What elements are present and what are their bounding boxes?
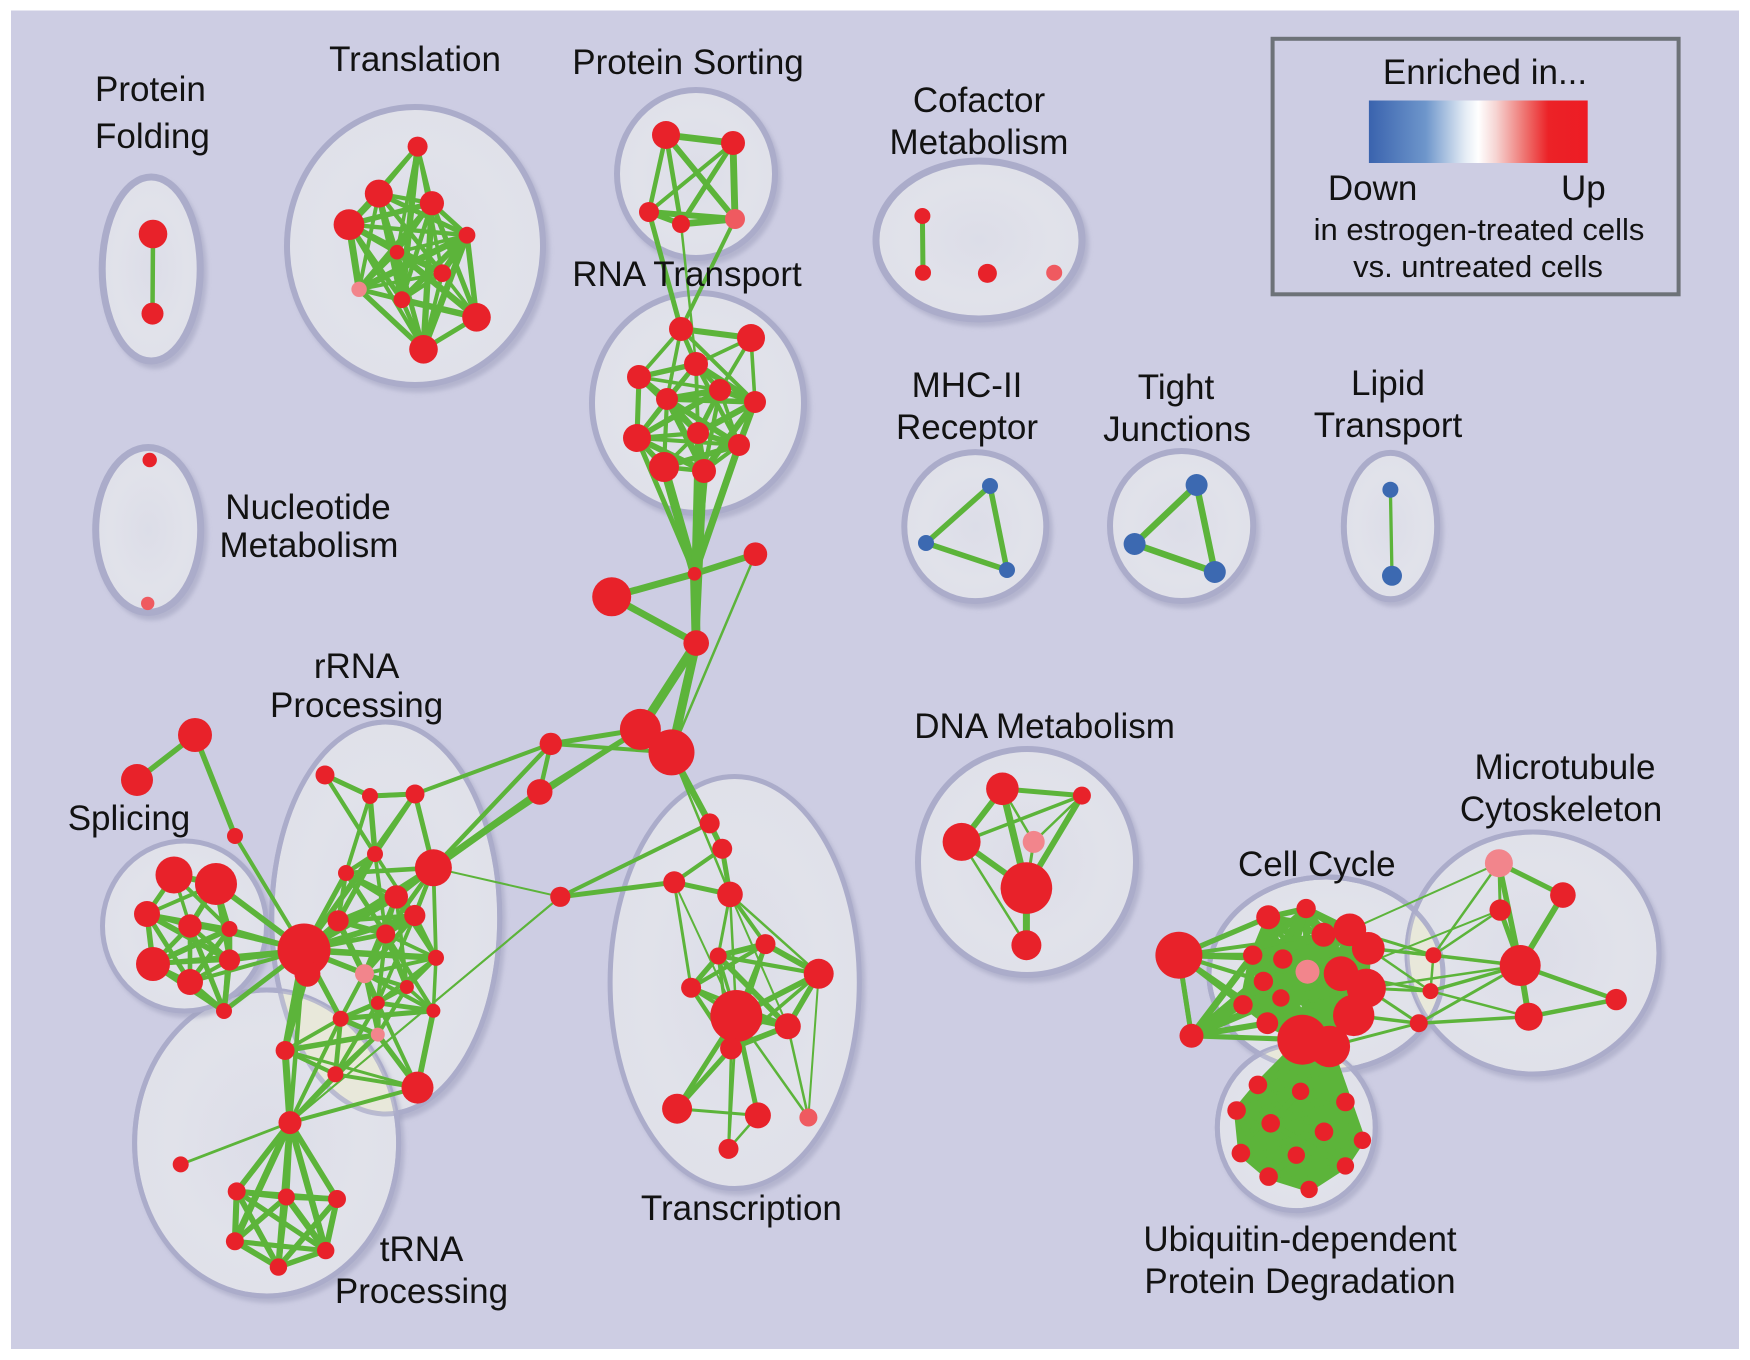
svg-text:Cell Cycle: Cell Cycle <box>1238 845 1396 884</box>
svg-text:tRNA: tRNA <box>380 1230 464 1269</box>
svg-text:Microtubule: Microtubule <box>1475 748 1656 787</box>
svg-text:Transcription: Transcription <box>641 1189 842 1228</box>
svg-text:Cytoskeleton: Cytoskeleton <box>1460 790 1662 829</box>
svg-text:Translation: Translation <box>329 40 501 79</box>
svg-text:Lipid: Lipid <box>1351 364 1425 403</box>
svg-text:Processing: Processing <box>270 686 443 725</box>
svg-text:rRNA: rRNA <box>314 647 400 686</box>
svg-text:Junctions: Junctions <box>1103 410 1251 449</box>
svg-text:Processing: Processing <box>335 1272 508 1311</box>
svg-text:Metabolism: Metabolism <box>890 123 1069 162</box>
svg-text:RNA Transport: RNA Transport <box>572 255 802 294</box>
svg-text:Folding: Folding <box>95 117 210 156</box>
svg-text:vs. untreated cells: vs. untreated cells <box>1353 249 1603 284</box>
svg-text:Cofactor: Cofactor <box>913 81 1046 120</box>
svg-text:Nucleotide: Nucleotide <box>225 488 390 527</box>
svg-text:Tight: Tight <box>1138 368 1215 407</box>
svg-text:Ubiquitin-dependent: Ubiquitin-dependent <box>1143 1220 1457 1259</box>
svg-text:Protein: Protein <box>95 70 206 109</box>
svg-text:Splicing: Splicing <box>68 799 191 838</box>
svg-text:DNA Metabolism: DNA Metabolism <box>914 707 1175 746</box>
svg-text:Protein Sorting: Protein Sorting <box>572 43 804 82</box>
svg-text:MHC-II: MHC-II <box>912 366 1023 405</box>
svg-text:Metabolism: Metabolism <box>220 526 399 565</box>
svg-text:Down: Down <box>1328 169 1417 208</box>
svg-text:Up: Up <box>1561 169 1606 208</box>
svg-text:Protein Degradation: Protein Degradation <box>1144 1262 1455 1301</box>
svg-text:Enriched in...: Enriched in... <box>1383 53 1587 92</box>
svg-text:Transport: Transport <box>1314 406 1463 445</box>
svg-text:Receptor: Receptor <box>896 408 1038 447</box>
svg-text:in estrogen-treated cells: in estrogen-treated cells <box>1314 212 1645 247</box>
